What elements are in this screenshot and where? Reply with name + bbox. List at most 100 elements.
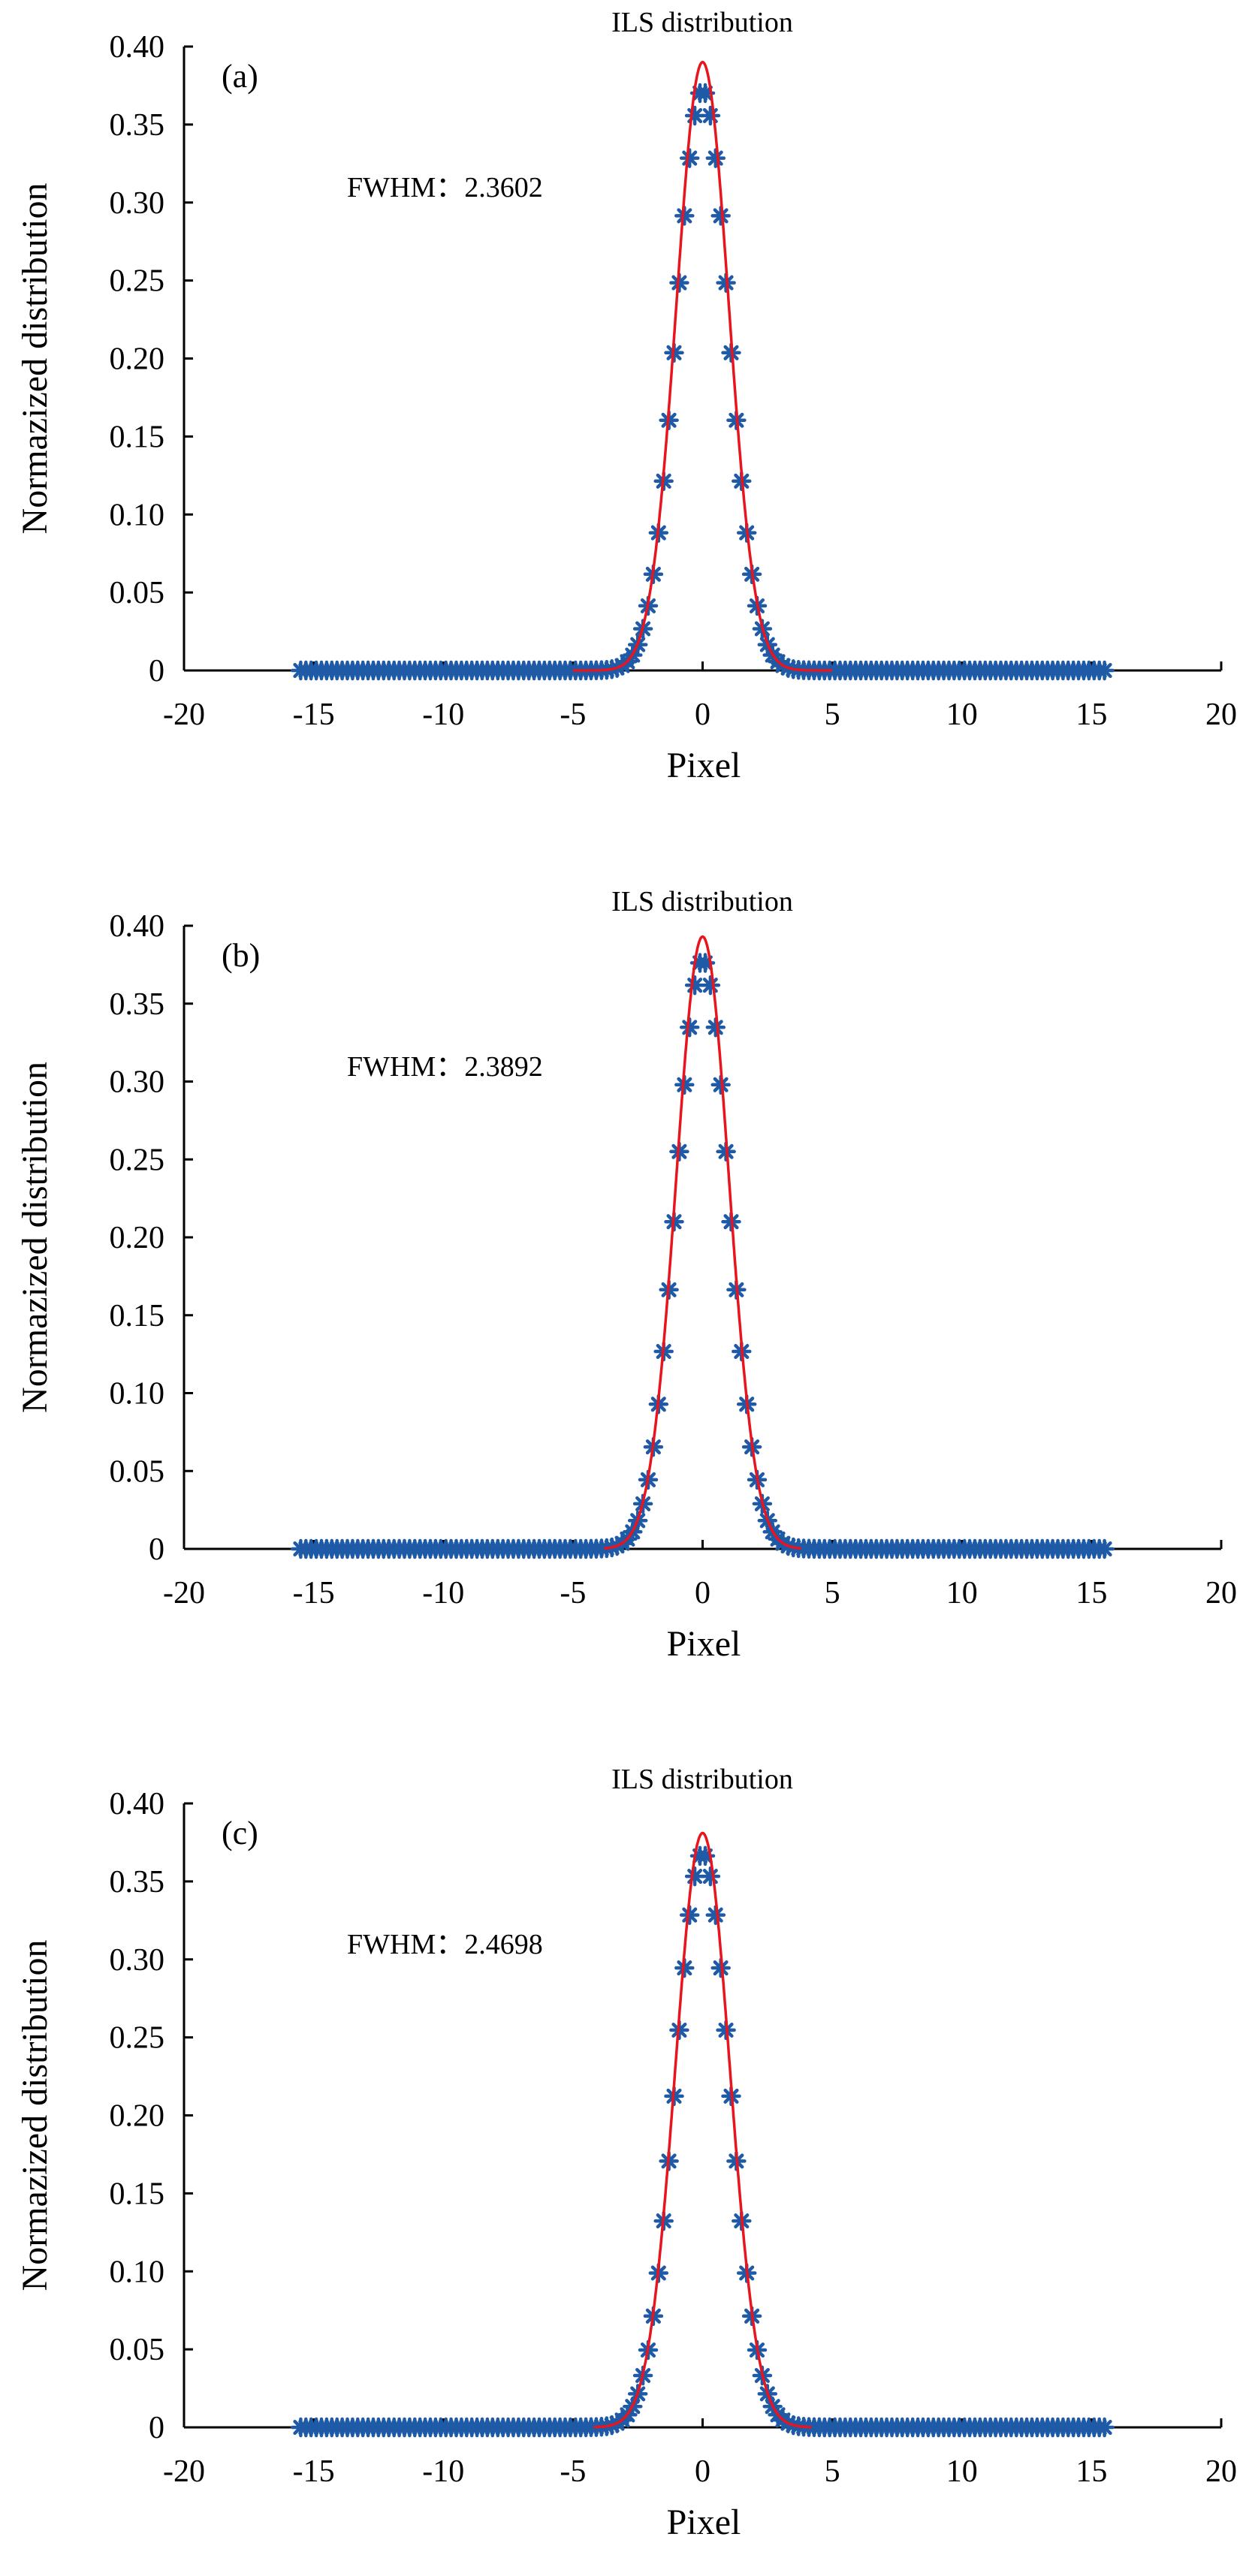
y-tick-label: 0.35	[110, 1865, 165, 1900]
y-tick-label: 0.30	[110, 1943, 165, 1978]
y-tick-label: 0.20	[110, 2099, 165, 2134]
marker-series	[291, 953, 1115, 1559]
data-point	[705, 148, 726, 168]
chart-panel-c: 0 0.05 0.10 0.15 0.20 0.25 0.30 0.35 0.40 -20 -15 -…	[15, 1764, 1237, 2542]
fwhm-annotation: FWHM：2.3892	[347, 1051, 543, 1083]
y-axis-title: Normazized distribution	[15, 1940, 55, 2291]
x-tick-label: 15	[1075, 697, 1107, 732]
y-axis-title: Normazized distribution	[15, 1062, 55, 1413]
x-tick-label: -10	[422, 2454, 464, 2489]
data-point	[1094, 1538, 1115, 1559]
y-tick-label: 0	[149, 654, 164, 688]
x-axis-title: Pixel	[667, 746, 741, 785]
data-point	[695, 1845, 716, 1866]
data-point	[674, 1074, 695, 1095]
x-tick-label: 0	[695, 2454, 710, 2489]
y-tick-label: 0.10	[110, 498, 165, 532]
x-tick-label: -10	[422, 1576, 464, 1610]
y-tick-label: 0.30	[110, 1065, 165, 1100]
y-tick-label: 0.40	[110, 30, 165, 65]
x-tick-label: 20	[1205, 2454, 1237, 2489]
data-point	[710, 1957, 731, 1978]
y-tick-label: 0.15	[110, 420, 165, 454]
x-tick-label: 20	[1205, 1576, 1237, 1610]
x-tick-label: -10	[422, 697, 464, 732]
fwhm-annotation: FWHM：2.4698	[347, 1929, 543, 1960]
fit-curve	[593, 1831, 812, 2429]
y-tick-label: 0.05	[110, 2333, 165, 2367]
fwhm-annotation: FWHM：2.3602	[347, 172, 543, 203]
data-point	[674, 1957, 695, 1978]
x-axis-title: Pixel	[667, 1624, 741, 1664]
data-point	[700, 1866, 721, 1887]
fit-curve	[572, 61, 833, 672]
data-point	[679, 148, 700, 168]
x-axis-title: Pixel	[667, 2502, 741, 2542]
y-tick-label: 0.25	[110, 264, 165, 299]
y-tick-label: 0.15	[110, 1299, 165, 1333]
y-tick-label: 0.25	[110, 2021, 165, 2056]
x-tick-label: -15	[293, 2454, 335, 2489]
x-tick-label: 10	[946, 697, 978, 732]
chart-title: ILS distribution	[611, 7, 793, 38]
x-tick-label: -5	[560, 697, 586, 732]
x-tick-label: -20	[163, 2454, 205, 2489]
x-tick-label: 10	[946, 1576, 978, 1610]
y-tick-label: 0.25	[110, 1143, 165, 1177]
x-tick-label: 15	[1075, 2454, 1107, 2489]
data-point	[684, 1866, 705, 1887]
data-point	[684, 975, 705, 996]
x-tick-label: -20	[163, 697, 205, 732]
y-tick-label: 0	[149, 2411, 164, 2445]
x-tick-label: 5	[825, 697, 840, 732]
chart-panel-a: 0 0.05 0.10 0.15 0.20 0.25 0.30 0.35 0.40 -20 -15 -…	[15, 7, 1237, 785]
y-tick-label: 0.05	[110, 576, 165, 610]
data-point	[1094, 660, 1115, 681]
data-point	[1094, 2417, 1115, 2438]
y-tick-label: 0.20	[110, 1221, 165, 1255]
fit-curve	[604, 935, 801, 1550]
data-point	[679, 1905, 700, 1925]
x-tick-label: 10	[946, 2454, 978, 2489]
x-tick-label: 20	[1205, 697, 1237, 732]
y-tick-label: 0.10	[110, 1377, 165, 1412]
data-point	[674, 206, 695, 226]
y-tick-label: 0.40	[110, 1787, 165, 1821]
x-tick-label: 5	[825, 1576, 840, 1610]
x-tick-label: 0	[695, 697, 710, 732]
panel-label: (b)	[222, 937, 260, 974]
x-tick-label: 5	[825, 2454, 840, 2489]
y-tick-label: 0.10	[110, 2255, 165, 2289]
y-tick-label: 0.35	[110, 108, 165, 143]
data-point	[695, 953, 716, 973]
x-tick-label: -5	[560, 1576, 586, 1610]
y-tick-label: 0.35	[110, 987, 165, 1022]
x-tick-label: -15	[293, 1576, 335, 1610]
data-point	[695, 83, 716, 104]
y-tick-label: 0	[149, 1532, 164, 1567]
chart-panel-b: 0 0.05 0.10 0.15 0.20 0.25 0.30 0.35 0.40 -20 -15 -…	[15, 886, 1237, 1664]
data-point	[700, 975, 721, 996]
panel-label: (a)	[222, 58, 258, 95]
y-tick-label: 0.30	[110, 186, 165, 221]
y-tick-label: 0.40	[110, 909, 165, 944]
y-axis-title: Normazized distribution	[15, 183, 55, 535]
y-tick-label: 0.05	[110, 1454, 165, 1489]
x-tick-label: -5	[560, 2454, 586, 2489]
x-tick-label: 15	[1075, 1576, 1107, 1610]
x-tick-label: -15	[293, 697, 335, 732]
x-tick-label: 0	[695, 1576, 710, 1610]
data-point	[705, 1017, 726, 1038]
data-point	[710, 1074, 731, 1095]
data-point	[705, 1905, 726, 1925]
data-point	[700, 105, 721, 126]
x-tick-label: -20	[163, 1576, 205, 1610]
data-point	[679, 1017, 700, 1038]
data-point	[710, 206, 731, 226]
y-tick-label: 0.20	[110, 342, 165, 377]
chart-title: ILS distribution	[611, 1764, 793, 1795]
panel-label: (c)	[222, 1815, 258, 1851]
y-tick-label: 0.15	[110, 2177, 165, 2211]
data-point	[684, 105, 705, 126]
